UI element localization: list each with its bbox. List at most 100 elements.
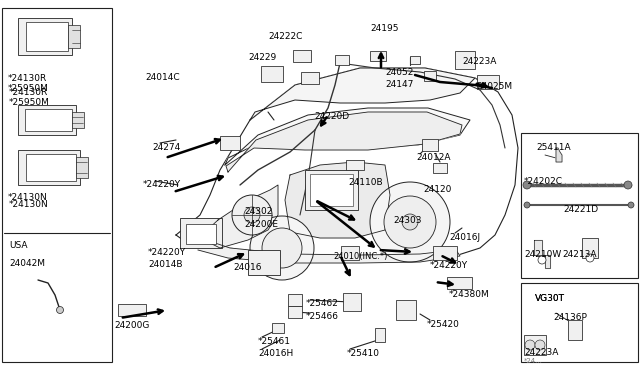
Bar [341, 246, 359, 260]
Bar [18, 18, 72, 55]
Text: *24220Y: *24220Y [430, 261, 468, 270]
Bar [335, 55, 349, 65]
Text: *25410: *25410 [347, 349, 380, 358]
Bar [293, 50, 311, 62]
Bar [186, 224, 216, 244]
Bar [272, 323, 284, 333]
Bar [180, 218, 222, 248]
Bar [118, 304, 146, 316]
Text: 24213A: 24213A [562, 250, 596, 259]
Bar [301, 72, 319, 84]
Text: *24130N: *24130N [9, 200, 49, 209]
Text: *25461: *25461 [258, 337, 291, 346]
Polygon shape [250, 68, 475, 120]
Bar [220, 136, 240, 150]
Bar [477, 75, 499, 89]
Bar [410, 56, 420, 64]
Polygon shape [226, 112, 462, 172]
Polygon shape [534, 240, 550, 268]
Text: 24120: 24120 [423, 185, 451, 194]
Bar [396, 300, 416, 320]
Circle shape [370, 182, 450, 262]
Circle shape [56, 307, 63, 314]
Bar [582, 238, 598, 258]
Bar [26, 22, 68, 51]
Bar [18, 150, 80, 185]
Circle shape [586, 254, 594, 262]
Bar [424, 71, 436, 81]
Text: 24042M: 24042M [9, 259, 45, 268]
Text: 24025M: 24025M [476, 82, 512, 91]
Text: 24274: 24274 [152, 143, 180, 152]
Text: 24147: 24147 [385, 80, 413, 89]
Text: 24052: 24052 [385, 68, 413, 77]
Bar [248, 250, 280, 275]
Bar [455, 51, 475, 69]
Text: VG30T: VG30T [535, 294, 565, 303]
Text: *25462: *25462 [306, 299, 339, 308]
Bar [524, 335, 546, 355]
Bar [305, 170, 358, 210]
Bar [422, 139, 438, 151]
Text: 24200G: 24200G [114, 321, 149, 330]
Text: *24220Y: *24220Y [148, 248, 186, 257]
Text: 24303: 24303 [393, 216, 422, 225]
Circle shape [628, 202, 634, 208]
Text: 24222C: 24222C [268, 32, 302, 41]
Bar [568, 320, 582, 340]
Text: 24302: 24302 [244, 207, 273, 216]
Text: 24229: 24229 [248, 53, 276, 62]
Bar [521, 133, 638, 278]
Circle shape [244, 207, 260, 223]
Circle shape [262, 228, 302, 268]
Text: *24130N: *24130N [8, 193, 48, 202]
Text: 24221D: 24221D [563, 205, 598, 214]
Text: 24220D: 24220D [314, 112, 349, 121]
Bar [433, 163, 447, 173]
Circle shape [538, 256, 546, 264]
Text: *24202C: *24202C [524, 177, 563, 186]
Circle shape [524, 202, 530, 208]
Bar [288, 294, 302, 306]
Text: 24200E: 24200E [244, 220, 278, 229]
Text: 24223A: 24223A [462, 57, 497, 66]
Text: 24223A: 24223A [524, 348, 558, 357]
Polygon shape [556, 148, 562, 162]
Bar [310, 174, 353, 206]
Bar [521, 283, 638, 362]
Text: 24012A: 24012A [416, 153, 451, 162]
Text: 24136P: 24136P [553, 313, 587, 322]
Text: 24210W: 24210W [524, 250, 561, 259]
Polygon shape [285, 162, 390, 238]
Bar [76, 157, 88, 178]
Text: 24016H: 24016H [258, 349, 293, 358]
Bar [346, 160, 364, 170]
Bar [343, 293, 361, 311]
Bar [68, 25, 80, 48]
Text: *24130R: *24130R [9, 88, 48, 97]
Bar [18, 105, 76, 135]
Text: *25466: *25466 [306, 312, 339, 321]
Text: *24...: *24... [524, 358, 543, 364]
Bar [26, 154, 76, 181]
Text: *24130R: *24130R [8, 74, 47, 83]
Text: *24380M: *24380M [449, 290, 490, 299]
Text: 25411A: 25411A [536, 143, 571, 152]
Polygon shape [198, 238, 460, 263]
Bar [375, 328, 385, 342]
Circle shape [535, 340, 545, 350]
Polygon shape [176, 68, 518, 260]
Text: 24014B: 24014B [148, 260, 182, 269]
Text: *25420: *25420 [427, 320, 460, 329]
Text: 24016J: 24016J [449, 233, 480, 242]
Bar [447, 277, 472, 289]
Polygon shape [205, 185, 278, 248]
Text: VG30T: VG30T [535, 294, 565, 303]
Circle shape [384, 196, 436, 248]
Text: 24195: 24195 [370, 24, 399, 33]
Bar [25, 109, 72, 131]
Text: USA: USA [9, 241, 28, 250]
Bar [2, 8, 112, 362]
Bar [433, 246, 457, 260]
Text: 24010(INC.*): 24010(INC.*) [333, 252, 387, 261]
